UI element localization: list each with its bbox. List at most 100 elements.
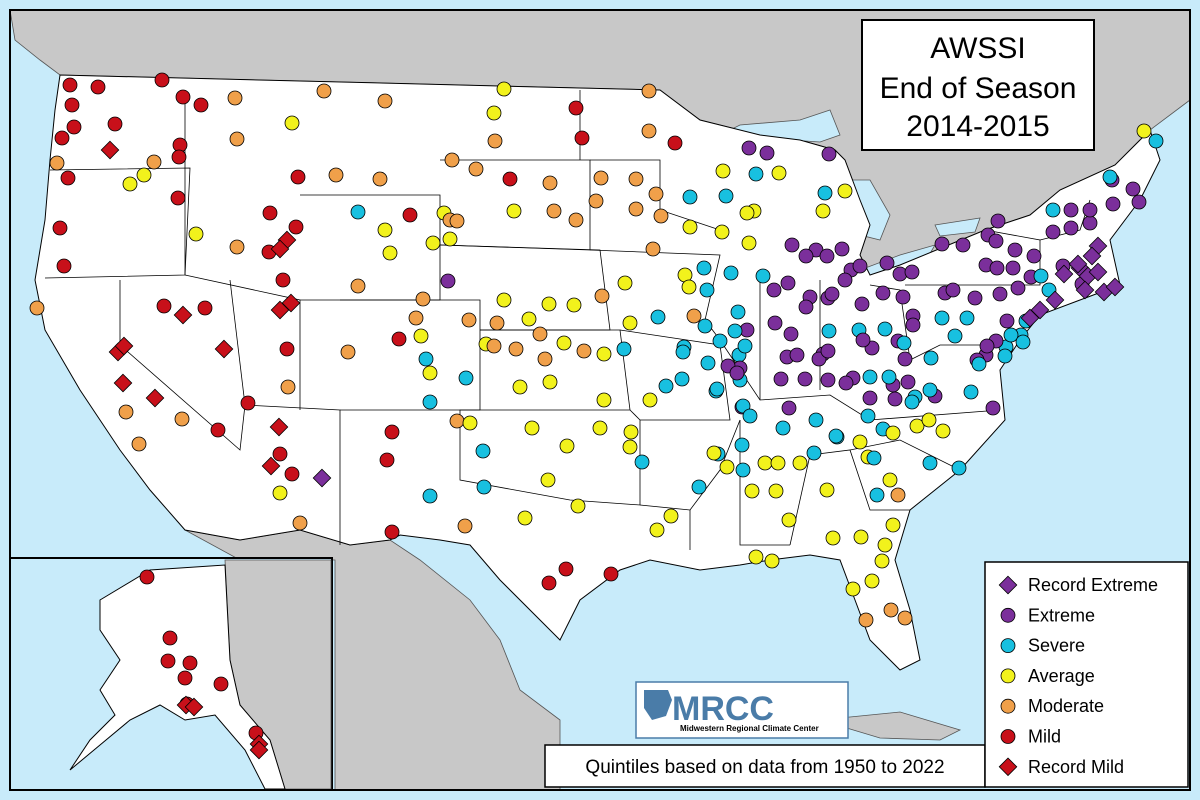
- station-marker-severe: [817, 185, 833, 201]
- station-marker-extreme: [824, 286, 840, 302]
- station-marker-record-extreme: [1075, 280, 1095, 300]
- station-marker-average: [592, 420, 608, 436]
- station-marker-average: [815, 203, 831, 219]
- station-marker-moderate: [316, 83, 332, 99]
- station-marker-extreme: [1026, 248, 1042, 264]
- station-marker-moderate: [350, 278, 366, 294]
- station-marker-mild: [160, 653, 176, 669]
- station-marker-record-mild: [145, 388, 165, 408]
- station-marker-extreme: [895, 289, 911, 305]
- station-marker-mild: [240, 395, 256, 411]
- station-marker-average: [622, 439, 638, 455]
- station-marker-average: [768, 483, 784, 499]
- station-marker-average: [596, 346, 612, 362]
- station-marker-moderate: [883, 602, 899, 618]
- station-marker-average: [885, 425, 901, 441]
- station-marker-average: [845, 581, 861, 597]
- station-marker-severe: [727, 323, 743, 339]
- station-marker-record-mild: [114, 336, 134, 356]
- station-marker-moderate: [174, 411, 190, 427]
- title-box: AWSSI End of Season 2014-2015: [861, 19, 1095, 151]
- station-marker-moderate: [340, 344, 356, 360]
- station-marker-mild: [177, 670, 193, 686]
- station-marker-average: [517, 510, 533, 526]
- station-marker-moderate: [227, 90, 243, 106]
- station-marker-record-mild: [214, 339, 234, 359]
- station-marker-extreme: [979, 338, 995, 354]
- station-marker-severe: [869, 487, 885, 503]
- station-marker-severe: [718, 188, 734, 204]
- station-marker-mild: [60, 170, 76, 186]
- station-marker-average: [622, 315, 638, 331]
- station-marker-average: [521, 311, 537, 327]
- station-marker-mild: [175, 89, 191, 105]
- station-marker-average: [566, 297, 582, 313]
- station-marker-moderate: [686, 308, 702, 324]
- station-marker-moderate: [641, 123, 657, 139]
- station-marker-average: [596, 392, 612, 408]
- station-marker-mild: [107, 116, 123, 132]
- station-marker-severe: [748, 166, 764, 182]
- station-marker-extreme: [819, 248, 835, 264]
- station-marker-mild: [603, 566, 619, 582]
- legend-marker-moderate: [1000, 698, 1016, 714]
- legend: Record Extreme Extreme Severe Average Modera…: [984, 561, 1189, 788]
- station-marker-average: [681, 279, 697, 295]
- station-marker-moderate: [280, 379, 296, 395]
- station-marker-mild: [64, 97, 80, 113]
- station-marker-moderate: [415, 291, 431, 307]
- station-marker-severe: [422, 394, 438, 410]
- station-marker-extreme: [821, 146, 837, 162]
- station-marker-average: [852, 434, 868, 450]
- station-marker-severe: [877, 321, 893, 337]
- station-marker-severe: [866, 450, 882, 466]
- station-marker-average: [442, 231, 458, 247]
- station-marker-mild: [52, 220, 68, 236]
- station-marker-moderate: [653, 208, 669, 224]
- station-marker-mild: [288, 219, 304, 235]
- station-marker-severe: [1033, 268, 1049, 284]
- station-marker-record-mild: [261, 456, 281, 476]
- station-marker-moderate: [489, 315, 505, 331]
- title-line-3: 2014-2015: [906, 110, 1049, 143]
- state-borders: [44, 90, 1091, 550]
- station-marker-extreme: [992, 286, 1008, 302]
- station-marker-moderate: [641, 83, 657, 99]
- station-marker-moderate: [487, 133, 503, 149]
- legend-label-severe: Severe: [1028, 636, 1085, 656]
- station-marker-severe: [1015, 334, 1031, 350]
- station-marker-severe: [1148, 133, 1164, 149]
- station-marker-severe: [922, 455, 938, 471]
- station-marker-average: [909, 418, 925, 434]
- legend-marker-record-mild: [998, 757, 1018, 777]
- lake-ontario: [934, 217, 981, 237]
- legend-marker-record-extreme: [998, 575, 1018, 595]
- station-marker-mild: [154, 72, 170, 88]
- station-marker-extreme: [780, 275, 796, 291]
- station-marker-moderate: [229, 239, 245, 255]
- station-marker-severe: [775, 420, 791, 436]
- station-marker-record-mild: [249, 740, 269, 760]
- station-marker-extreme: [1045, 224, 1061, 240]
- station-marker-mild: [379, 452, 395, 468]
- station-marker-moderate: [29, 300, 45, 316]
- station-marker-moderate: [377, 93, 393, 109]
- cuba-landmass: [819, 711, 962, 741]
- station-marker-moderate: [628, 171, 644, 187]
- station-marker-severe: [963, 384, 979, 400]
- station-marker-extreme: [855, 332, 871, 348]
- station-marker-severe: [735, 462, 751, 478]
- station-marker-mild: [56, 258, 72, 274]
- station-marker-moderate: [593, 170, 609, 186]
- station-marker-moderate: [594, 288, 610, 304]
- station-marker-moderate: [537, 351, 553, 367]
- station-marker-mild: [391, 331, 407, 347]
- station-marker-mild: [170, 190, 186, 206]
- station-marker-moderate: [449, 213, 465, 229]
- station-marker-average: [462, 415, 478, 431]
- midwest-map-icon: [644, 690, 672, 720]
- station-marker-extreme: [988, 233, 1004, 249]
- station-marker-average: [542, 374, 558, 390]
- station-marker-severe: [709, 381, 725, 397]
- station-marker-mild: [279, 341, 295, 357]
